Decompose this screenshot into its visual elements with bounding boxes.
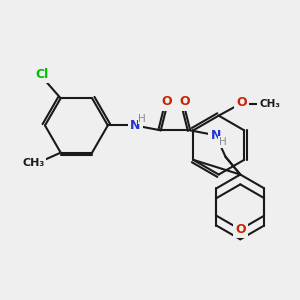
Text: O: O	[161, 95, 172, 108]
Text: N: N	[130, 119, 140, 132]
Text: N: N	[211, 129, 221, 142]
Text: O: O	[236, 96, 247, 110]
Text: O: O	[235, 223, 246, 236]
Text: H: H	[138, 114, 146, 124]
Text: O: O	[179, 95, 190, 108]
Text: Cl: Cl	[35, 68, 49, 81]
Text: CH₃: CH₃	[22, 158, 44, 169]
Text: CH₃: CH₃	[259, 99, 280, 109]
Text: H: H	[219, 137, 226, 147]
